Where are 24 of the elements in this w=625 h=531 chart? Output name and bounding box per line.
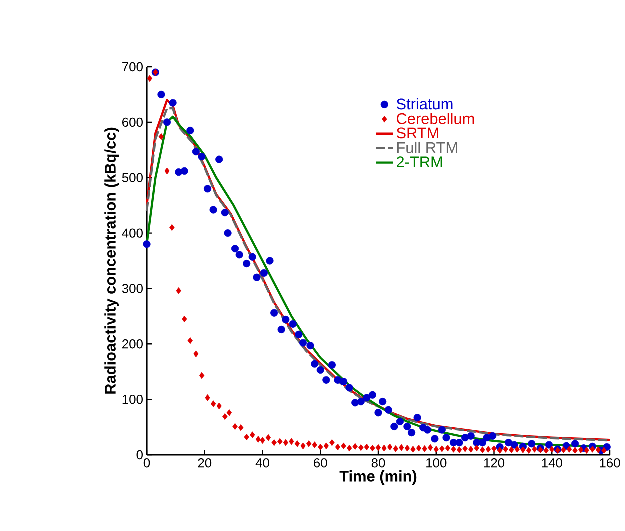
y-tick-label: 500 (122, 173, 143, 182)
x-tick-label: 40 (256, 458, 270, 468)
legend-label: SRTM (396, 128, 438, 139)
y-tick-label: 700 (122, 62, 143, 72)
x-tick-label: 160 (600, 458, 620, 468)
y-tick-label: 100 (122, 394, 143, 404)
x-axis-title: Time (min) (340, 470, 417, 485)
y-tick-label: 300 (122, 284, 143, 294)
y-tick-label: 400 (122, 228, 143, 238)
y-tick-label: 200 (122, 340, 143, 349)
legend-label: Full RTM (397, 142, 458, 154)
x-tick-label: 140 (542, 458, 562, 468)
x-tick-label: 60 (314, 458, 328, 468)
legend-label: 2-TRM (397, 156, 442, 168)
y-tick-label: 600 (122, 118, 143, 128)
x-tick-label: 0 (144, 458, 150, 468)
legend-label: Striatum (396, 98, 453, 110)
y-axis-title: Radioactivity concentration (kBq/cc) (104, 128, 120, 394)
x-tick-label: 100 (426, 458, 447, 468)
x-tick-label: 120 (484, 458, 505, 468)
x-tick-label: 20 (198, 458, 212, 468)
legend-label: Cerebellum (397, 113, 474, 124)
x-tick-label: 80 (372, 458, 386, 468)
y-tick-label: 0 (136, 450, 143, 460)
